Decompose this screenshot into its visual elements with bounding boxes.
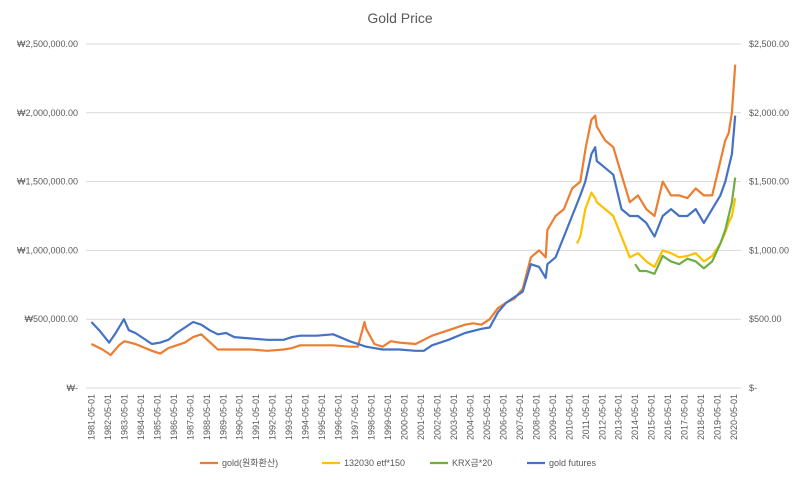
x-tick-label: 2018-05-01 [696,394,706,440]
left-axis-tick-labels: ₩- ₩500,000.00 ₩1,000,000.00 ₩1,500,000.00 ₩… [17,39,78,393]
x-tick-label: 1984-05-01 [136,394,146,440]
right-tick-label: $2,500.00 [749,39,789,49]
x-tick-label: 1983-05-01 [119,394,129,440]
x-tick-label: 2004-05-01 [465,394,475,440]
x-tick-label: 2005-05-01 [482,394,492,440]
x-tick-label: 1992-05-01 [268,394,278,440]
right-tick-label: $1,000.00 [749,245,789,255]
x-tick-label: 2017-05-01 [680,394,690,440]
x-tick-label: 2016-05-01 [663,394,673,440]
right-tick-label: $1,500.00 [749,177,789,187]
left-tick-label: ₩2,500,000.00 [17,39,78,49]
legend: gold(원화환산) 132030 etf*150 KRX금*20 gold futu… [200,457,597,468]
x-axis-tick-labels: 1981-05-01 1982-05-01 1983-05-01 1984-05-01… [86,394,739,440]
legend-label: 132030 etf*150 [344,458,405,468]
x-tick-label: 2001-05-01 [416,394,426,440]
left-tick-label: ₩- [67,383,79,393]
right-tick-label: $500.00 [749,314,782,324]
x-tick-label: 2010-05-01 [564,394,574,440]
chart-title: Gold Price [367,10,433,26]
x-tick-label: 1990-05-01 [235,394,245,440]
right-tick-label: $2,000.00 [749,108,789,118]
x-tick-label: 2019-05-01 [713,394,723,440]
x-tick-label: 1989-05-01 [218,394,228,440]
x-tick-label: 1981-05-01 [86,394,96,440]
x-tick-label: 1993-05-01 [284,394,294,440]
legend-label: KRX금*20 [452,458,492,468]
x-tick-label: 2000-05-01 [400,394,410,440]
x-tick-label: 1982-05-01 [103,394,113,440]
right-axis-tick-labels: $- $500.00 $1,000.00 $1,500.00 $2,000.00 $2,5… [749,39,789,393]
left-tick-label: ₩1,500,000.00 [17,177,78,187]
x-tick-label: 1999-05-01 [383,394,393,440]
x-tick-label: 1996-05-01 [334,394,344,440]
x-tick-label: 1985-05-01 [152,394,162,440]
left-tick-label: ₩2,000,000.00 [17,108,78,118]
legend-label: gold futures [549,458,597,468]
x-tick-label: 2007-05-01 [515,394,525,440]
x-tick-label: 2002-05-01 [432,394,442,440]
x-tick-label: 1998-05-01 [367,394,377,440]
right-tick-label: $- [749,383,757,393]
series-lines [90,64,737,357]
gridlines [86,43,741,389]
x-tick-label: 2009-05-01 [548,394,558,440]
x-tick-label: 1987-05-01 [185,394,195,440]
left-tick-label: ₩500,000.00 [24,314,78,324]
legend-label: gold(원화환산) [222,457,278,468]
x-tick-label: 2003-05-01 [449,394,459,440]
x-tick-label: 2011-05-01 [581,394,591,439]
x-tick-label: 2013-05-01 [614,394,624,440]
series-line-2 [634,177,737,275]
x-tick-label: 1988-05-01 [202,394,212,440]
x-tick-label: 1994-05-01 [301,394,311,440]
x-tick-label: 2006-05-01 [498,394,508,440]
x-tick-label: 2020-05-01 [729,394,739,440]
x-tick-label: 1986-05-01 [169,394,179,440]
x-tick-label: 1991-05-01 [251,394,261,440]
x-tick-label: 1995-05-01 [317,394,327,440]
left-tick-label: ₩1,000,000.00 [17,245,78,255]
series-line-0 [90,64,737,357]
x-tick-label: 2015-05-01 [647,394,657,440]
x-tick-label: 2014-05-01 [630,394,640,440]
x-tick-label: 1997-05-01 [350,394,360,440]
series-line-3 [90,115,737,352]
x-tick-label: 2008-05-01 [531,394,541,440]
x-tick-label: 2012-05-01 [597,394,607,440]
